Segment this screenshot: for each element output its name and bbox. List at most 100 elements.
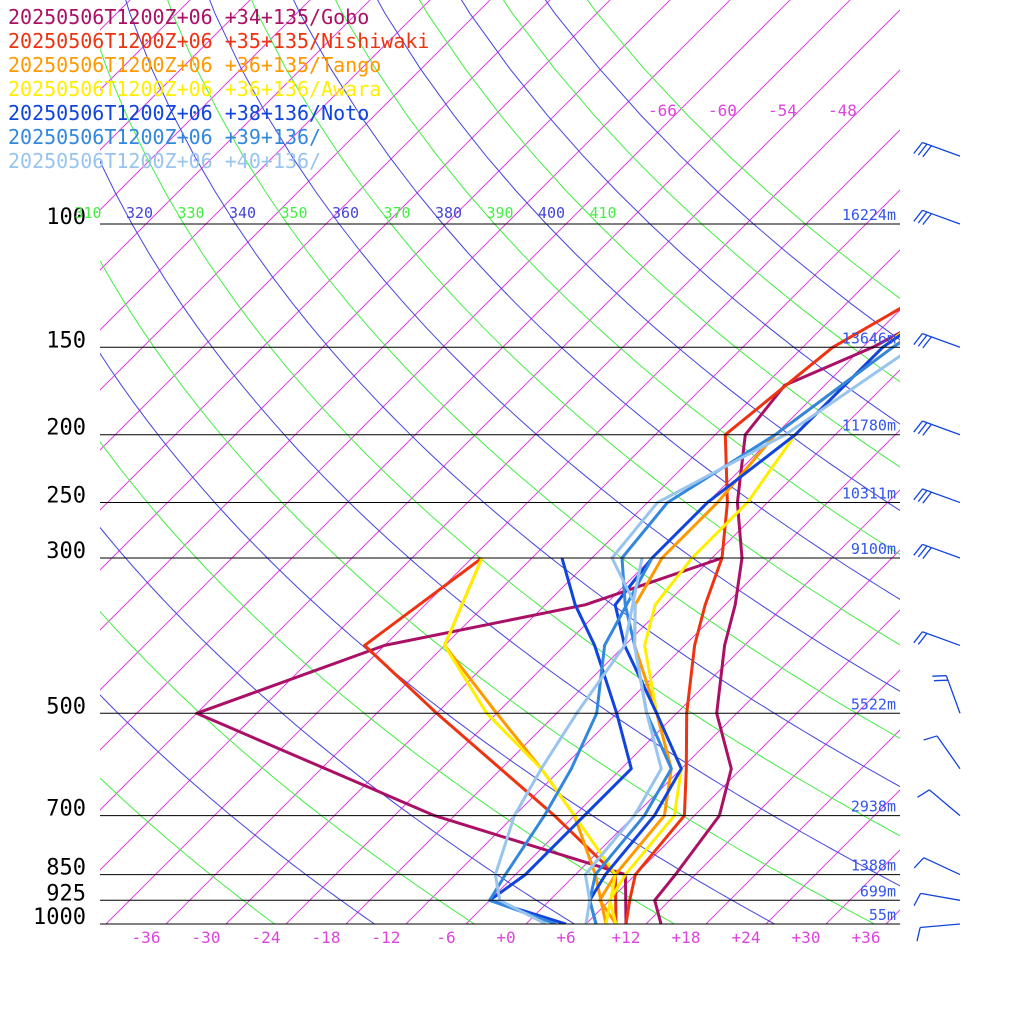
temperature-line — [624, 306, 900, 924]
dry-adiabat-line — [586, 0, 900, 300]
height-label: 16224m — [842, 206, 896, 224]
temperature-tick-label: +6 — [556, 928, 575, 947]
isotherm-line — [100, 0, 431, 331]
isotherm-line — [645, 669, 900, 924]
legend-entry: 20250506T1200Z+06 +34+135/Gobo — [8, 5, 369, 29]
temperature-tick-label: -12 — [372, 928, 401, 947]
upper-isotherm-label: -66 — [648, 101, 677, 120]
isotherm-line — [1006, 0, 1024, 924]
isotherm-line — [525, 549, 900, 924]
height-label: 55m — [869, 906, 896, 924]
temperature-tick-label: +36 — [852, 928, 881, 947]
wind-barb-staff — [923, 857, 961, 876]
wind-barb — [913, 543, 961, 560]
pressure-label: 100 — [46, 205, 86, 230]
height-label: 2938m — [851, 798, 896, 816]
wind-barb — [913, 892, 961, 907]
height-labels: 16224m 13646m 11780m 10311m 9100m 5522m 2938m 1… — [842, 206, 896, 924]
wind-barb-flag — [917, 633, 928, 645]
wind-barb-flag — [913, 142, 923, 154]
dry-adiabat-line — [544, 0, 900, 341]
wind-barb-flag — [916, 927, 921, 942]
wind-barb-flag — [913, 631, 923, 644]
legend-entry: 20250506T1200Z+06 +40+136/ — [8, 149, 321, 173]
theta-label: 380 — [435, 204, 462, 222]
theta-label: 310 — [74, 204, 101, 222]
temperature-tick-label: -30 — [192, 928, 221, 947]
temperature-tick-label: -18 — [312, 928, 341, 947]
temperature-tick-label: -24 — [252, 928, 281, 947]
pressure-label: 925 — [46, 881, 86, 906]
wind-barb-staff — [936, 735, 961, 770]
wind-barb-staff — [928, 789, 961, 817]
dewpoint-line — [493, 557, 644, 924]
pressure-label: 150 — [46, 328, 86, 353]
wind-barb-staff — [922, 420, 961, 436]
temperature-axis: -36 -30 -24 -18 -12 -6 +0 +6 +12 +18 +24 +30 +36 310 3… — [74, 101, 880, 947]
dry-adiabat-line — [502, 0, 900, 383]
wind-barb-flag — [913, 857, 925, 869]
isotherm-line — [705, 729, 900, 924]
legend-entry: 20250506T1200Z+06 +36+136/Awara — [8, 77, 381, 101]
wind-barb-flag — [922, 491, 932, 504]
dry-adiabat-line — [100, 526, 575, 924]
legend-entry: 20250506T1200Z+06 +36+135/Tango — [8, 53, 381, 77]
isotherm-line — [100, 0, 251, 151]
isotherm-line — [885, 909, 900, 924]
wind-barb-staff — [920, 923, 961, 929]
wind-barb-staff — [922, 209, 961, 225]
wind-barb — [916, 923, 961, 942]
wind-barb-staff — [922, 488, 961, 504]
isotherm-line — [100, 0, 371, 271]
wind-barb-flag — [917, 334, 928, 347]
temperature-line — [653, 331, 900, 924]
wind-barb-flag — [917, 545, 928, 558]
dry-adiabat-line — [100, 610, 475, 924]
theta-label: 320 — [126, 204, 153, 222]
wind-barb-staff — [922, 332, 961, 348]
wind-barb — [913, 332, 961, 349]
dry-adiabat-line — [418, 0, 900, 468]
wind-barb-staff — [920, 892, 961, 901]
isotherm-line — [225, 249, 900, 924]
wind-barb-flag — [917, 422, 928, 435]
height-label: 9100m — [851, 540, 896, 558]
pressure-label: 1000 — [33, 905, 86, 930]
height-label: 699m — [860, 882, 896, 900]
upper-isotherm-label: -48 — [828, 101, 857, 120]
dewpoint-line — [488, 557, 654, 924]
wind-barb-staff — [922, 543, 961, 559]
temperature-tick-label: +0 — [496, 928, 515, 947]
isotherm-line — [100, 0, 491, 391]
upper-isotherm-label: -60 — [708, 101, 737, 120]
wind-barb-flag — [913, 893, 922, 907]
upper-isotherm-label: -54 — [768, 101, 797, 120]
isotherm-line — [100, 0, 311, 211]
theta-label: 390 — [486, 204, 513, 222]
wind-barb — [913, 420, 961, 436]
pressure-label: 850 — [46, 856, 86, 881]
wind-barb-flag — [913, 488, 923, 501]
wind-barb-flag — [923, 735, 938, 741]
wind-barb-staff — [922, 631, 961, 647]
dry-adiabat-line — [335, 0, 900, 556]
legend: 20250506T1200Z+06 +34+135/Gobo 20250506T1… — [8, 5, 429, 173]
wind-barb-flag — [922, 213, 932, 226]
theta-label: 350 — [280, 204, 307, 222]
wind-barb — [923, 735, 961, 770]
dewpoint-line — [363, 556, 618, 924]
dry-adiabat-line — [100, 694, 375, 924]
pressure-label: 700 — [46, 797, 86, 822]
wind-barb-flag — [922, 423, 932, 436]
temperature-tick-label: +12 — [612, 928, 641, 947]
height-label: 1388m — [851, 857, 896, 875]
temperature-line — [588, 333, 900, 924]
isotherm-line — [465, 489, 900, 924]
temperature-tick-label: -6 — [436, 928, 455, 947]
wind-barbs — [913, 141, 961, 942]
wind-barb-flag — [917, 490, 928, 502]
pressure-label: 250 — [46, 484, 86, 509]
wind-barb — [913, 488, 961, 504]
wind-barb-flag — [913, 209, 923, 222]
